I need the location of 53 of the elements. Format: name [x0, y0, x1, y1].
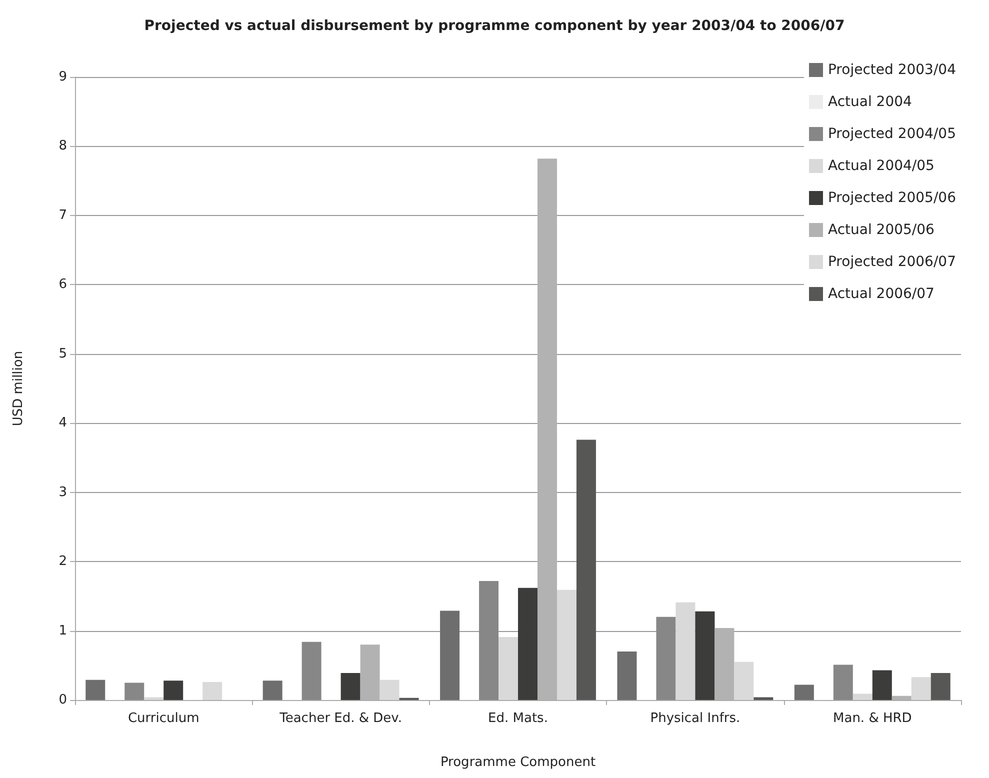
bar: [872, 670, 892, 700]
y-tick-label: 7: [58, 208, 67, 223]
bar: [518, 588, 538, 700]
bar: [930, 673, 950, 700]
bar: [576, 440, 596, 700]
bar: [262, 680, 282, 700]
y-tick-label: 1: [58, 623, 67, 638]
x-tick-label: Man. & HRD: [833, 711, 912, 726]
bar: [164, 680, 184, 700]
bar: [754, 697, 774, 700]
y-axis-title: USD million: [11, 350, 26, 426]
chart-title: Projected vs actual disbursement by programme component by year 2003/04 to 2006/07: [144, 18, 845, 34]
legend-label: Projected 2006/07: [828, 254, 956, 270]
y-tick-label: 4: [58, 416, 67, 431]
y-tick-label: 0: [58, 692, 67, 708]
legend-label: Actual 2006/07: [828, 286, 934, 302]
legend-label: Projected 2004/05: [828, 126, 956, 142]
bar: [380, 680, 400, 700]
bar: [794, 684, 814, 700]
bar: [440, 610, 460, 700]
x-tick-label: Teacher Ed. & Dev.: [278, 711, 402, 726]
bar: [124, 682, 144, 700]
y-tick-label: 9: [58, 70, 67, 84]
legend-label: Projected 2003/04: [828, 62, 956, 78]
bar: [676, 602, 696, 700]
bar: [833, 664, 853, 700]
x-tick-label: Physical Infrs.: [650, 711, 740, 726]
y-tick-label: 2: [58, 554, 67, 570]
bar: [695, 611, 715, 700]
y-tick-label: 5: [58, 346, 67, 362]
bar: [144, 697, 164, 700]
bar: [498, 637, 518, 700]
y-tick-label: 3: [58, 484, 67, 500]
legend-label: Actual 2004: [828, 94, 912, 110]
x-tick-label: Ed. Mats.: [488, 711, 548, 726]
y-tick-label: 8: [58, 138, 67, 154]
bar: [556, 590, 576, 700]
bar: [911, 677, 931, 700]
bar: [617, 652, 637, 700]
legend-label: Actual 2005/06: [828, 222, 935, 238]
x-axis-title: Programme Component: [440, 755, 596, 770]
y-tick-label: 6: [58, 277, 67, 292]
bar: [852, 694, 872, 700]
bar: [656, 616, 676, 700]
bar: [302, 642, 322, 700]
bar: [340, 673, 360, 700]
legend-label: Projected 2005/06: [828, 190, 956, 206]
legend-label: Actual 2004/05: [828, 158, 934, 174]
bar: [734, 662, 754, 700]
bar: [202, 682, 222, 700]
bar: [86, 680, 106, 700]
x-tick-label: Curriculum: [128, 711, 200, 726]
bar: [479, 580, 499, 700]
